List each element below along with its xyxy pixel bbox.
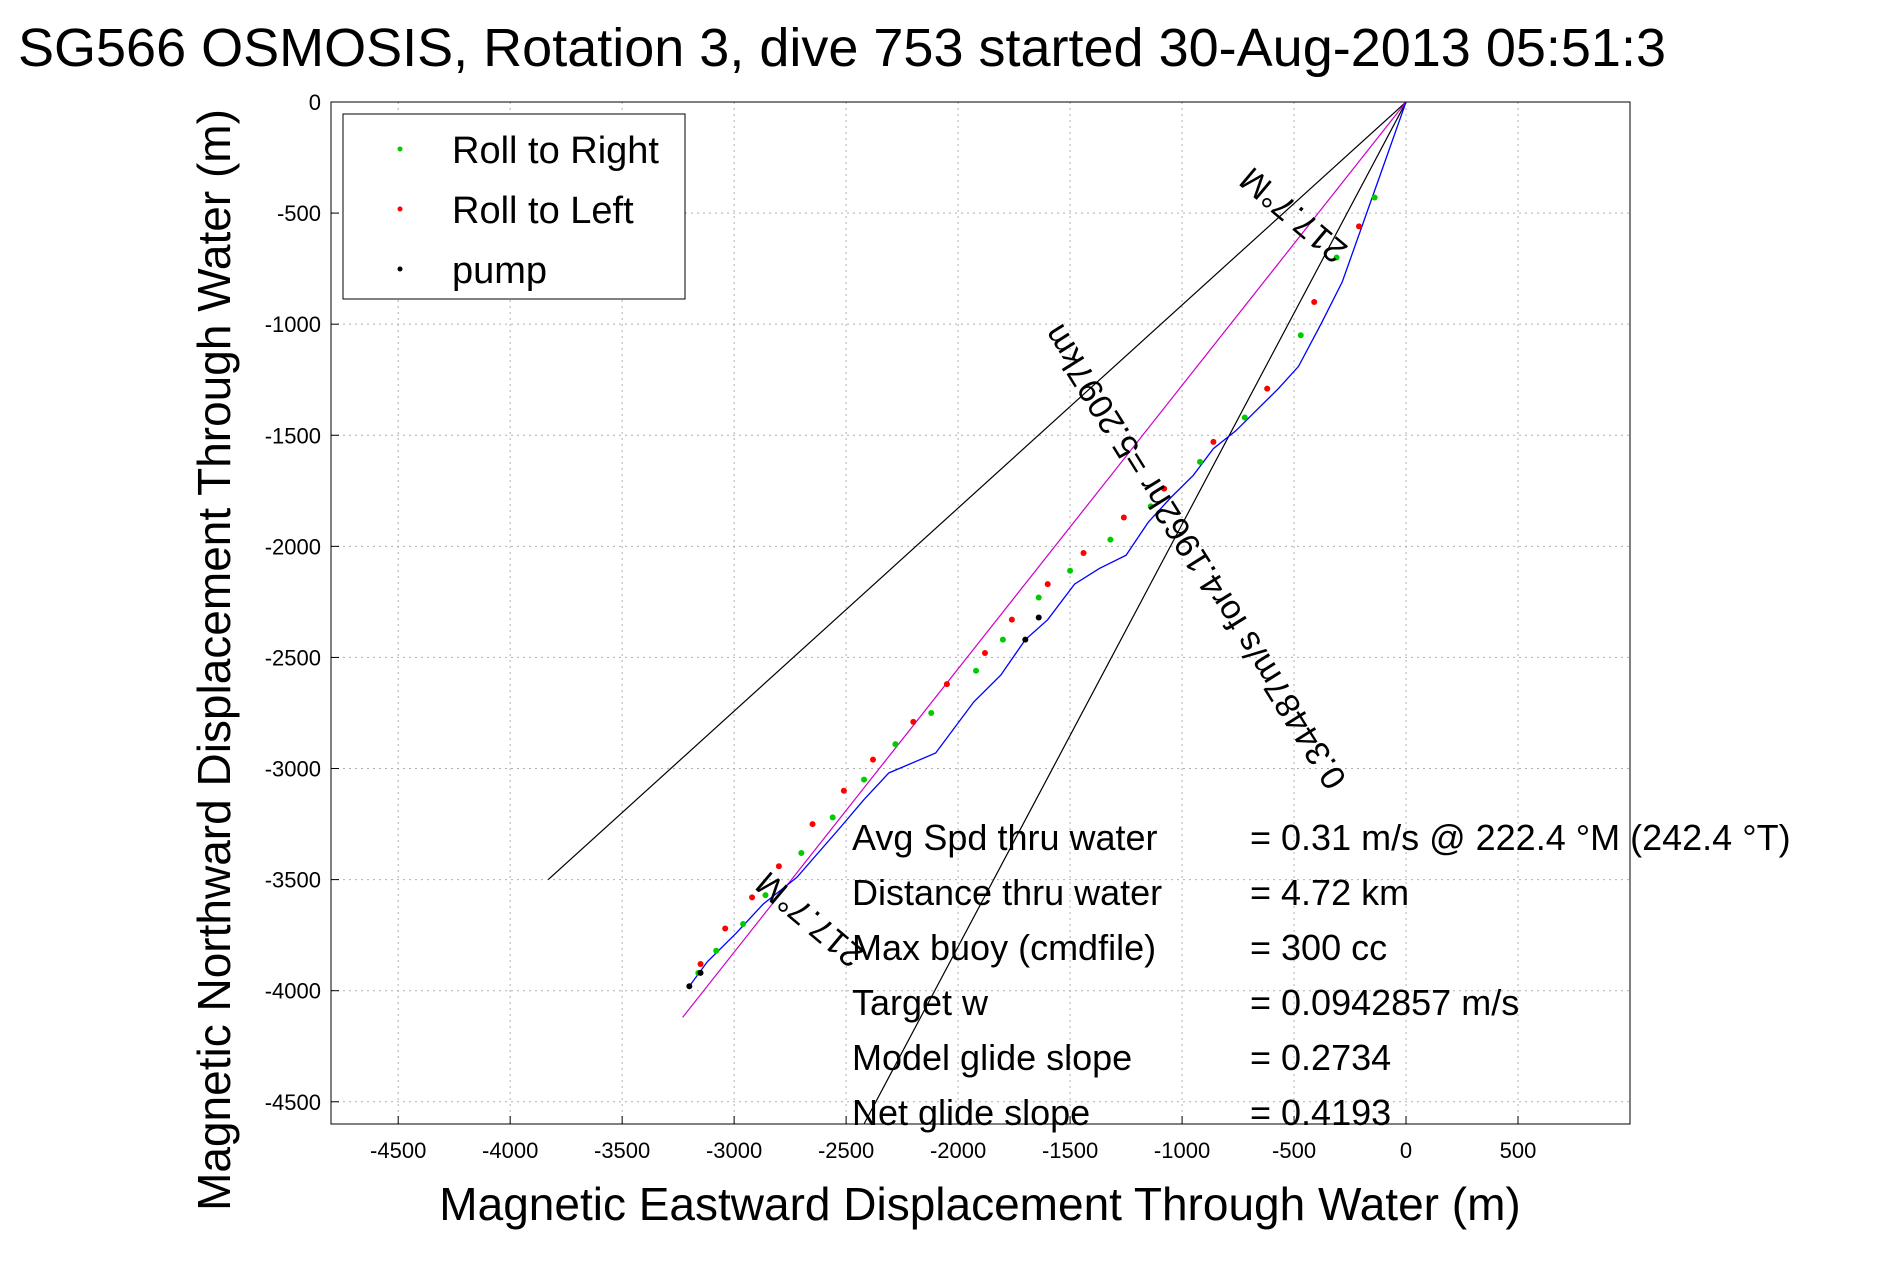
roll-left-point	[1044, 581, 1051, 588]
roll-right-point	[1241, 414, 1248, 421]
y-tick-label: -500	[277, 201, 321, 226]
dive-track	[688, 101, 1407, 987]
roll-left-point	[1120, 514, 1127, 521]
roll-left-point	[910, 718, 917, 725]
stat-label: Distance thru water	[852, 872, 1162, 913]
rotated-annotation: 0.34487m/s for4.1962hr =5.2097km	[1036, 318, 1354, 796]
stat-label: Net glide slope	[852, 1092, 1090, 1133]
roll-right-point	[999, 636, 1006, 643]
roll-right-point	[1035, 594, 1042, 601]
y-tick-label: -4000	[265, 979, 321, 1004]
y-tick-label: -4500	[265, 1090, 321, 1115]
roll-left-point	[1008, 616, 1015, 623]
roll-right-point	[798, 849, 805, 856]
legend-label: Roll to Left	[452, 190, 634, 232]
y-ticks: 0 -500 -1000 -1500 -2000 -2500 -3000 -3500 -4000…	[265, 90, 339, 1115]
x-tick-label: -3000	[706, 1138, 762, 1163]
stat-value: = 300 cc	[1250, 927, 1387, 968]
x-tick-label: -2500	[818, 1138, 874, 1163]
stat-label: Avg Spd thru water	[852, 817, 1158, 858]
roll-left-point	[697, 961, 704, 968]
legend-label: pump	[452, 250, 547, 292]
bearing-line	[547, 101, 1407, 881]
roll-right-point	[1297, 332, 1304, 339]
roll-right-point	[1147, 503, 1154, 510]
legend-marker	[397, 146, 403, 152]
stat-label: Model glide slope	[852, 1037, 1132, 1078]
stats-annotation: Avg Spd thru water = 0.31 m/s @ 222.4 °M …	[852, 817, 1791, 1133]
pump-point	[697, 969, 704, 976]
roll-right-point	[1107, 536, 1114, 543]
y-tick-label: -1000	[265, 312, 321, 337]
legend-marker	[397, 266, 403, 272]
y-tick-label: -2000	[265, 534, 321, 559]
stat-value: = 0.2734	[1250, 1037, 1391, 1078]
roll-left-point	[1264, 385, 1271, 392]
roll-right-point	[713, 947, 720, 954]
x-tick-label: -1000	[1154, 1138, 1210, 1163]
pump-point	[1022, 636, 1029, 643]
y-axis-label: Magnetic Northward Displacement Through …	[188, 109, 240, 1211]
roll-right-point	[1067, 567, 1074, 574]
x-tick-label: 0	[1400, 1138, 1412, 1163]
roll-right-point	[1371, 194, 1378, 201]
x-tick-label: -2000	[930, 1138, 986, 1163]
roll-left-point	[775, 863, 782, 870]
roll-right-point	[740, 921, 747, 928]
stat-label: Target w	[852, 982, 989, 1023]
pump-point	[686, 983, 693, 990]
x-tick-label: -1500	[1042, 1138, 1098, 1163]
roll-right-point	[829, 814, 836, 821]
stat-value: = 4.72 km	[1250, 872, 1409, 913]
roll-left-point	[722, 925, 729, 932]
roll-left-point	[1311, 298, 1318, 305]
x-tick-label: 500	[1500, 1138, 1537, 1163]
bearing-line-2	[863, 101, 1407, 1125]
course-line	[682, 101, 1407, 1018]
stat-label: Max buoy (cmdfile)	[852, 927, 1156, 968]
roll-left-point	[981, 649, 988, 656]
plot-frame	[330, 101, 1631, 1125]
x-tick-label: -500	[1272, 1138, 1316, 1163]
roll-right-point	[892, 741, 899, 748]
y-tick-label: -2500	[265, 645, 321, 670]
roll-left-point	[749, 894, 756, 901]
y-tick-label: 0	[309, 90, 321, 115]
roll-left-point	[869, 756, 876, 763]
roll-right-point	[762, 892, 769, 899]
roll-right-point	[1196, 458, 1203, 465]
roll-left-point	[1210, 438, 1217, 445]
x-axis-label: Magnetic Eastward Displacement Through W…	[439, 1178, 1520, 1230]
x-tick-label: -4000	[482, 1138, 538, 1163]
roll-markers	[686, 194, 1378, 990]
y-tick-label: -3000	[265, 757, 321, 782]
roll-left-point	[1356, 223, 1363, 230]
stat-value: = 0.0942857 m/s	[1250, 982, 1519, 1023]
roll-left-point	[1080, 550, 1087, 557]
x-tick-label: -3500	[594, 1138, 650, 1163]
chart-title: SG566 OSMOSIS, Rotation 3, dive 753 star…	[18, 18, 1666, 78]
roll-right-point	[973, 667, 980, 674]
roll-left-point	[943, 681, 950, 688]
track-line	[688, 101, 1407, 987]
roll-right-point	[1333, 254, 1340, 261]
stat-value: = 0.4193	[1250, 1092, 1391, 1133]
legend-marker	[397, 206, 403, 212]
legend: Roll to Right Roll to Left pump	[342, 113, 686, 300]
roll-right-point	[928, 709, 935, 716]
y-tick-label: -1500	[265, 423, 321, 448]
reference-lines	[547, 101, 1407, 1125]
legend-label: Roll to Right	[452, 130, 659, 172]
roll-right-point	[861, 776, 868, 783]
x-tick-label: -4500	[370, 1138, 426, 1163]
y-tick-label: -3500	[265, 868, 321, 893]
roll-left-point	[809, 821, 816, 828]
roll-left-point	[1161, 485, 1168, 492]
roll-left-point	[840, 787, 847, 794]
stat-value: = 0.31 m/s @ 222.4 °M (242.4 °T)	[1250, 817, 1791, 858]
x-ticks: -4500 -4000 -3500 -3000 -2500 -2000 -1500 -1000…	[370, 1116, 1536, 1163]
pump-point	[1035, 614, 1042, 621]
